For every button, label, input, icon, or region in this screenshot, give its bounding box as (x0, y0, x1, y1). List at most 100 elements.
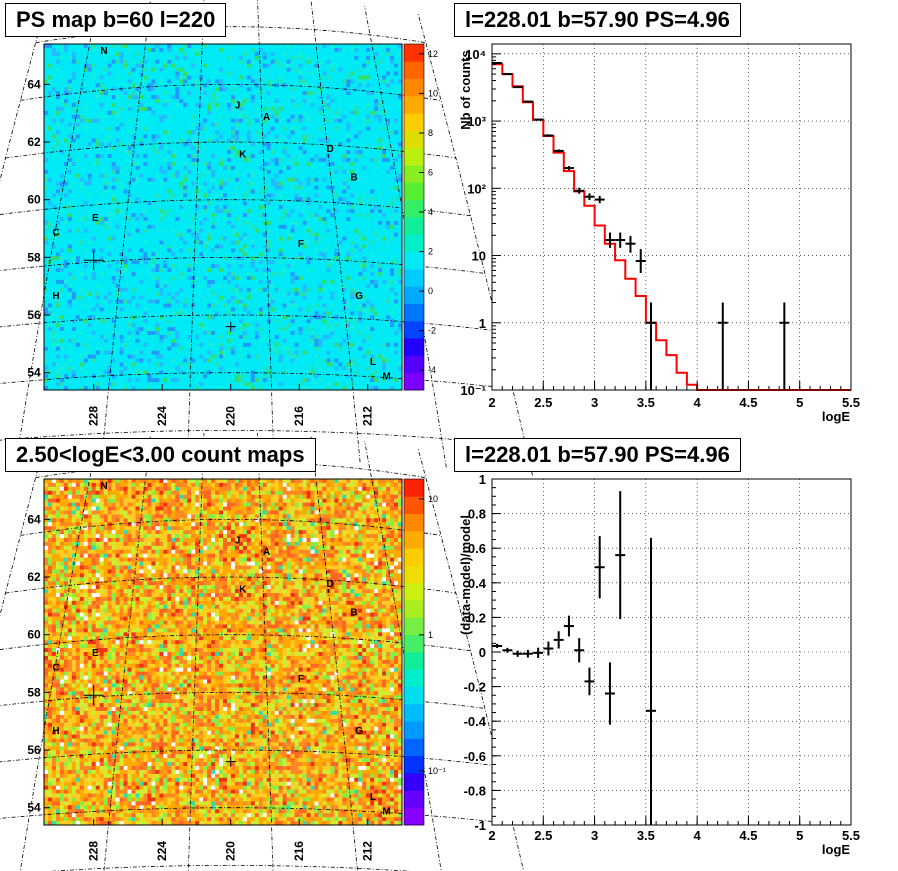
map-pixel (139, 150, 143, 154)
map-pixel (159, 131, 163, 135)
map-pixel (354, 99, 358, 103)
map-pixel (167, 205, 171, 209)
map-pixel (128, 79, 132, 83)
map-pixel (175, 60, 179, 64)
map-pixel (191, 146, 195, 150)
map-pixel (48, 142, 52, 146)
map-pixel (362, 60, 366, 64)
map-pixel (120, 131, 124, 135)
map-pixel (295, 209, 299, 213)
map-pixel (267, 142, 271, 146)
map-pixel (279, 241, 283, 245)
map-pixel (163, 150, 167, 154)
map-pixel (366, 119, 370, 123)
map-pixel (167, 52, 171, 56)
map-pixel (147, 178, 151, 182)
map-pixel (84, 213, 88, 217)
map-pixel (291, 166, 295, 170)
map-pixel (211, 189, 215, 193)
map-pixel (330, 83, 334, 87)
map-pixel (322, 138, 326, 142)
map-pixel (132, 111, 136, 115)
map-pixel (171, 95, 175, 99)
map-pixel (159, 75, 163, 79)
map-pixel (267, 44, 271, 48)
map-pixel (199, 237, 203, 241)
map-pixel (151, 213, 155, 217)
map-pixel (350, 123, 354, 127)
map-pixel (203, 150, 207, 154)
map-pixel (287, 52, 291, 56)
map-pixel (267, 123, 271, 127)
map-pixel (338, 60, 342, 64)
map-pixel (195, 48, 199, 52)
map-pixel (279, 56, 283, 60)
map-pixel (382, 186, 386, 190)
map-pixel (215, 131, 219, 135)
map-pixel (267, 182, 271, 186)
map-pixel (112, 111, 116, 115)
map-pixel (112, 115, 116, 119)
map-pixel (139, 158, 143, 162)
map-pixel (143, 182, 147, 186)
map-pixel (303, 60, 307, 64)
map-pixel (330, 170, 334, 174)
map-pixel (104, 229, 108, 233)
map-pixel (239, 233, 243, 237)
map-pixel (267, 229, 271, 233)
map-pixel (203, 72, 207, 76)
map-pixel (215, 115, 219, 119)
map-pixel (96, 186, 100, 190)
map-pixel (175, 48, 179, 52)
map-pixel (215, 56, 219, 60)
map-pixel (330, 229, 334, 233)
map-pixel (128, 60, 132, 64)
map-pixel (116, 75, 120, 79)
map-pixel (247, 182, 251, 186)
map-pixel (68, 123, 72, 127)
map-pixel (362, 44, 366, 48)
map-pixel (211, 115, 215, 119)
map-pixel (64, 103, 68, 107)
map-pixel (370, 205, 374, 209)
map-pixel (52, 99, 56, 103)
map-pixel (227, 115, 231, 119)
map-pixel (350, 166, 354, 170)
map-pixel (191, 221, 195, 225)
map-pixel (80, 158, 84, 162)
map-pixel (267, 217, 271, 221)
map-pixel (263, 99, 267, 103)
map-pixel (330, 245, 334, 249)
map-pixel (338, 103, 342, 107)
map-pixel (287, 60, 291, 64)
map-pixel (390, 209, 394, 213)
map-pixel (378, 158, 382, 162)
map-pixel (303, 72, 307, 76)
map-pixel (247, 44, 251, 48)
map-pixel (203, 217, 207, 221)
map-pixel (179, 170, 183, 174)
map-pixel (96, 79, 100, 83)
map-pixel (135, 60, 139, 64)
map-pixel (330, 221, 334, 225)
map-pixel (279, 201, 283, 205)
map-pixel (275, 107, 279, 111)
map-pixel (358, 205, 362, 209)
map-pixel (175, 111, 179, 115)
map-pixel (394, 131, 398, 135)
map-pixel (72, 131, 76, 135)
map-pixel (271, 95, 275, 99)
map-pixel (307, 107, 311, 111)
map-pixel (56, 146, 60, 150)
map-pixel (239, 95, 243, 99)
map-pixel (92, 119, 96, 123)
map-pixel (187, 229, 191, 233)
map-pixel (382, 233, 386, 237)
map-pixel (370, 87, 374, 91)
map-pixel (112, 166, 116, 170)
map-pixel (64, 68, 68, 72)
map-pixel (219, 229, 223, 233)
map-pixel (354, 79, 358, 83)
map-pixel (175, 87, 179, 91)
map-pixel (96, 64, 100, 68)
